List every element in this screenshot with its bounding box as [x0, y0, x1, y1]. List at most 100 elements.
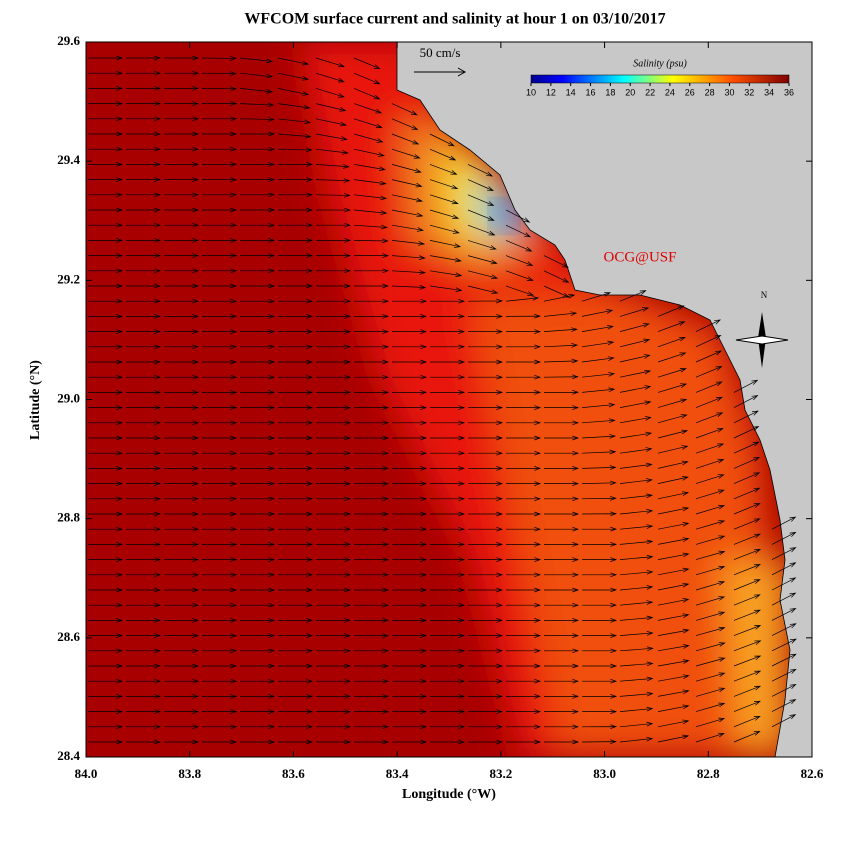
current-arrow [164, 359, 200, 365]
current-arrow [506, 587, 542, 593]
current-arrow [392, 648, 428, 654]
current-arrow [619, 631, 654, 636]
current-arrow [354, 481, 390, 486]
current-arrow [581, 739, 617, 745]
current-arrow [392, 329, 428, 334]
current-arrow [240, 192, 276, 198]
current-arrow [202, 298, 238, 304]
current-arrow [88, 648, 124, 654]
current-arrow [391, 270, 427, 275]
current-arrow [164, 557, 200, 562]
current-arrow [391, 148, 421, 159]
current-arrow [430, 435, 466, 441]
current-arrow [506, 618, 542, 623]
current-arrow [544, 618, 580, 623]
current-arrow [354, 253, 390, 258]
current-arrow [202, 192, 238, 198]
current-arrow [315, 103, 347, 112]
colorbar-tick-label: 26 [685, 87, 695, 97]
current-arrow [430, 724, 466, 730]
current-arrow [430, 420, 466, 426]
current-arrow [695, 596, 726, 606]
current-arrow [202, 526, 238, 532]
current-arrow [278, 694, 314, 699]
current-arrow [581, 496, 617, 501]
scale-label: 50 cm/s [420, 45, 461, 60]
current-arrow [316, 359, 352, 365]
current-arrow [733, 655, 762, 667]
current-arrow [202, 116, 238, 122]
current-arrow [657, 336, 686, 348]
current-arrow [657, 305, 685, 317]
current-arrow [467, 285, 499, 295]
current-arrow [126, 314, 162, 319]
current-arrow [468, 587, 504, 593]
current-arrow [240, 298, 276, 304]
current-arrow [354, 663, 390, 669]
current-arrow [392, 466, 428, 471]
current-arrow [164, 405, 200, 410]
current-arrow [657, 674, 690, 682]
current-arrow [316, 390, 352, 395]
current-arrow [277, 147, 313, 153]
current-arrow [278, 511, 314, 517]
current-arrow [619, 338, 651, 348]
current-arrow [164, 511, 200, 517]
current-arrow [126, 177, 162, 182]
current-arrow [619, 400, 652, 408]
current-arrow [240, 253, 276, 258]
current-arrow [392, 481, 428, 486]
current-arrow [392, 314, 428, 319]
current-arrow [278, 648, 314, 654]
current-arrow [506, 526, 542, 532]
current-arrow [88, 268, 124, 274]
current-arrow [733, 410, 759, 424]
x-tick-label: 82.8 [697, 766, 720, 781]
current-arrow [88, 557, 124, 562]
current-arrow [278, 207, 314, 213]
colorbar-tick-label: 34 [764, 87, 774, 97]
current-arrow [316, 648, 352, 654]
current-arrow [543, 389, 579, 395]
colorbar-title: Salinity (psu) [633, 58, 687, 69]
current-arrow [430, 344, 466, 350]
current-arrow [164, 344, 200, 350]
current-arrow [202, 496, 238, 502]
current-arrow [468, 709, 504, 714]
current-arrow [771, 714, 797, 728]
current-arrow [733, 625, 762, 636]
current-arrow [354, 587, 390, 593]
current-arrow [733, 441, 760, 454]
current-arrow [695, 626, 726, 636]
current-arrow [202, 481, 238, 486]
current-arrow [468, 511, 504, 517]
scale-arrow [414, 67, 467, 77]
current-arrow [164, 314, 200, 319]
current-arrow [392, 678, 428, 684]
current-arrow [278, 526, 314, 532]
current-arrow [201, 71, 237, 76]
current-arrow [430, 314, 466, 319]
current-arrow [240, 344, 276, 350]
current-arrow [126, 739, 162, 745]
current-arrow [392, 587, 428, 593]
current-arrow [126, 511, 162, 517]
current-arrow [164, 526, 200, 532]
current-arrow [316, 602, 352, 608]
current-arrow [316, 314, 352, 319]
current-arrow [316, 618, 352, 623]
current-arrow [202, 390, 238, 395]
current-arrow [202, 618, 238, 623]
current-arrow [202, 633, 238, 638]
current-arrow [88, 390, 124, 395]
current-arrow [544, 648, 580, 654]
current-arrow [733, 715, 761, 728]
current-arrow [88, 253, 124, 258]
current-arrow [354, 374, 390, 380]
current-arrow [657, 598, 690, 606]
current-arrow [88, 374, 124, 380]
current-arrow [657, 367, 687, 378]
current-arrow [619, 615, 654, 621]
current-arrow [164, 572, 200, 578]
